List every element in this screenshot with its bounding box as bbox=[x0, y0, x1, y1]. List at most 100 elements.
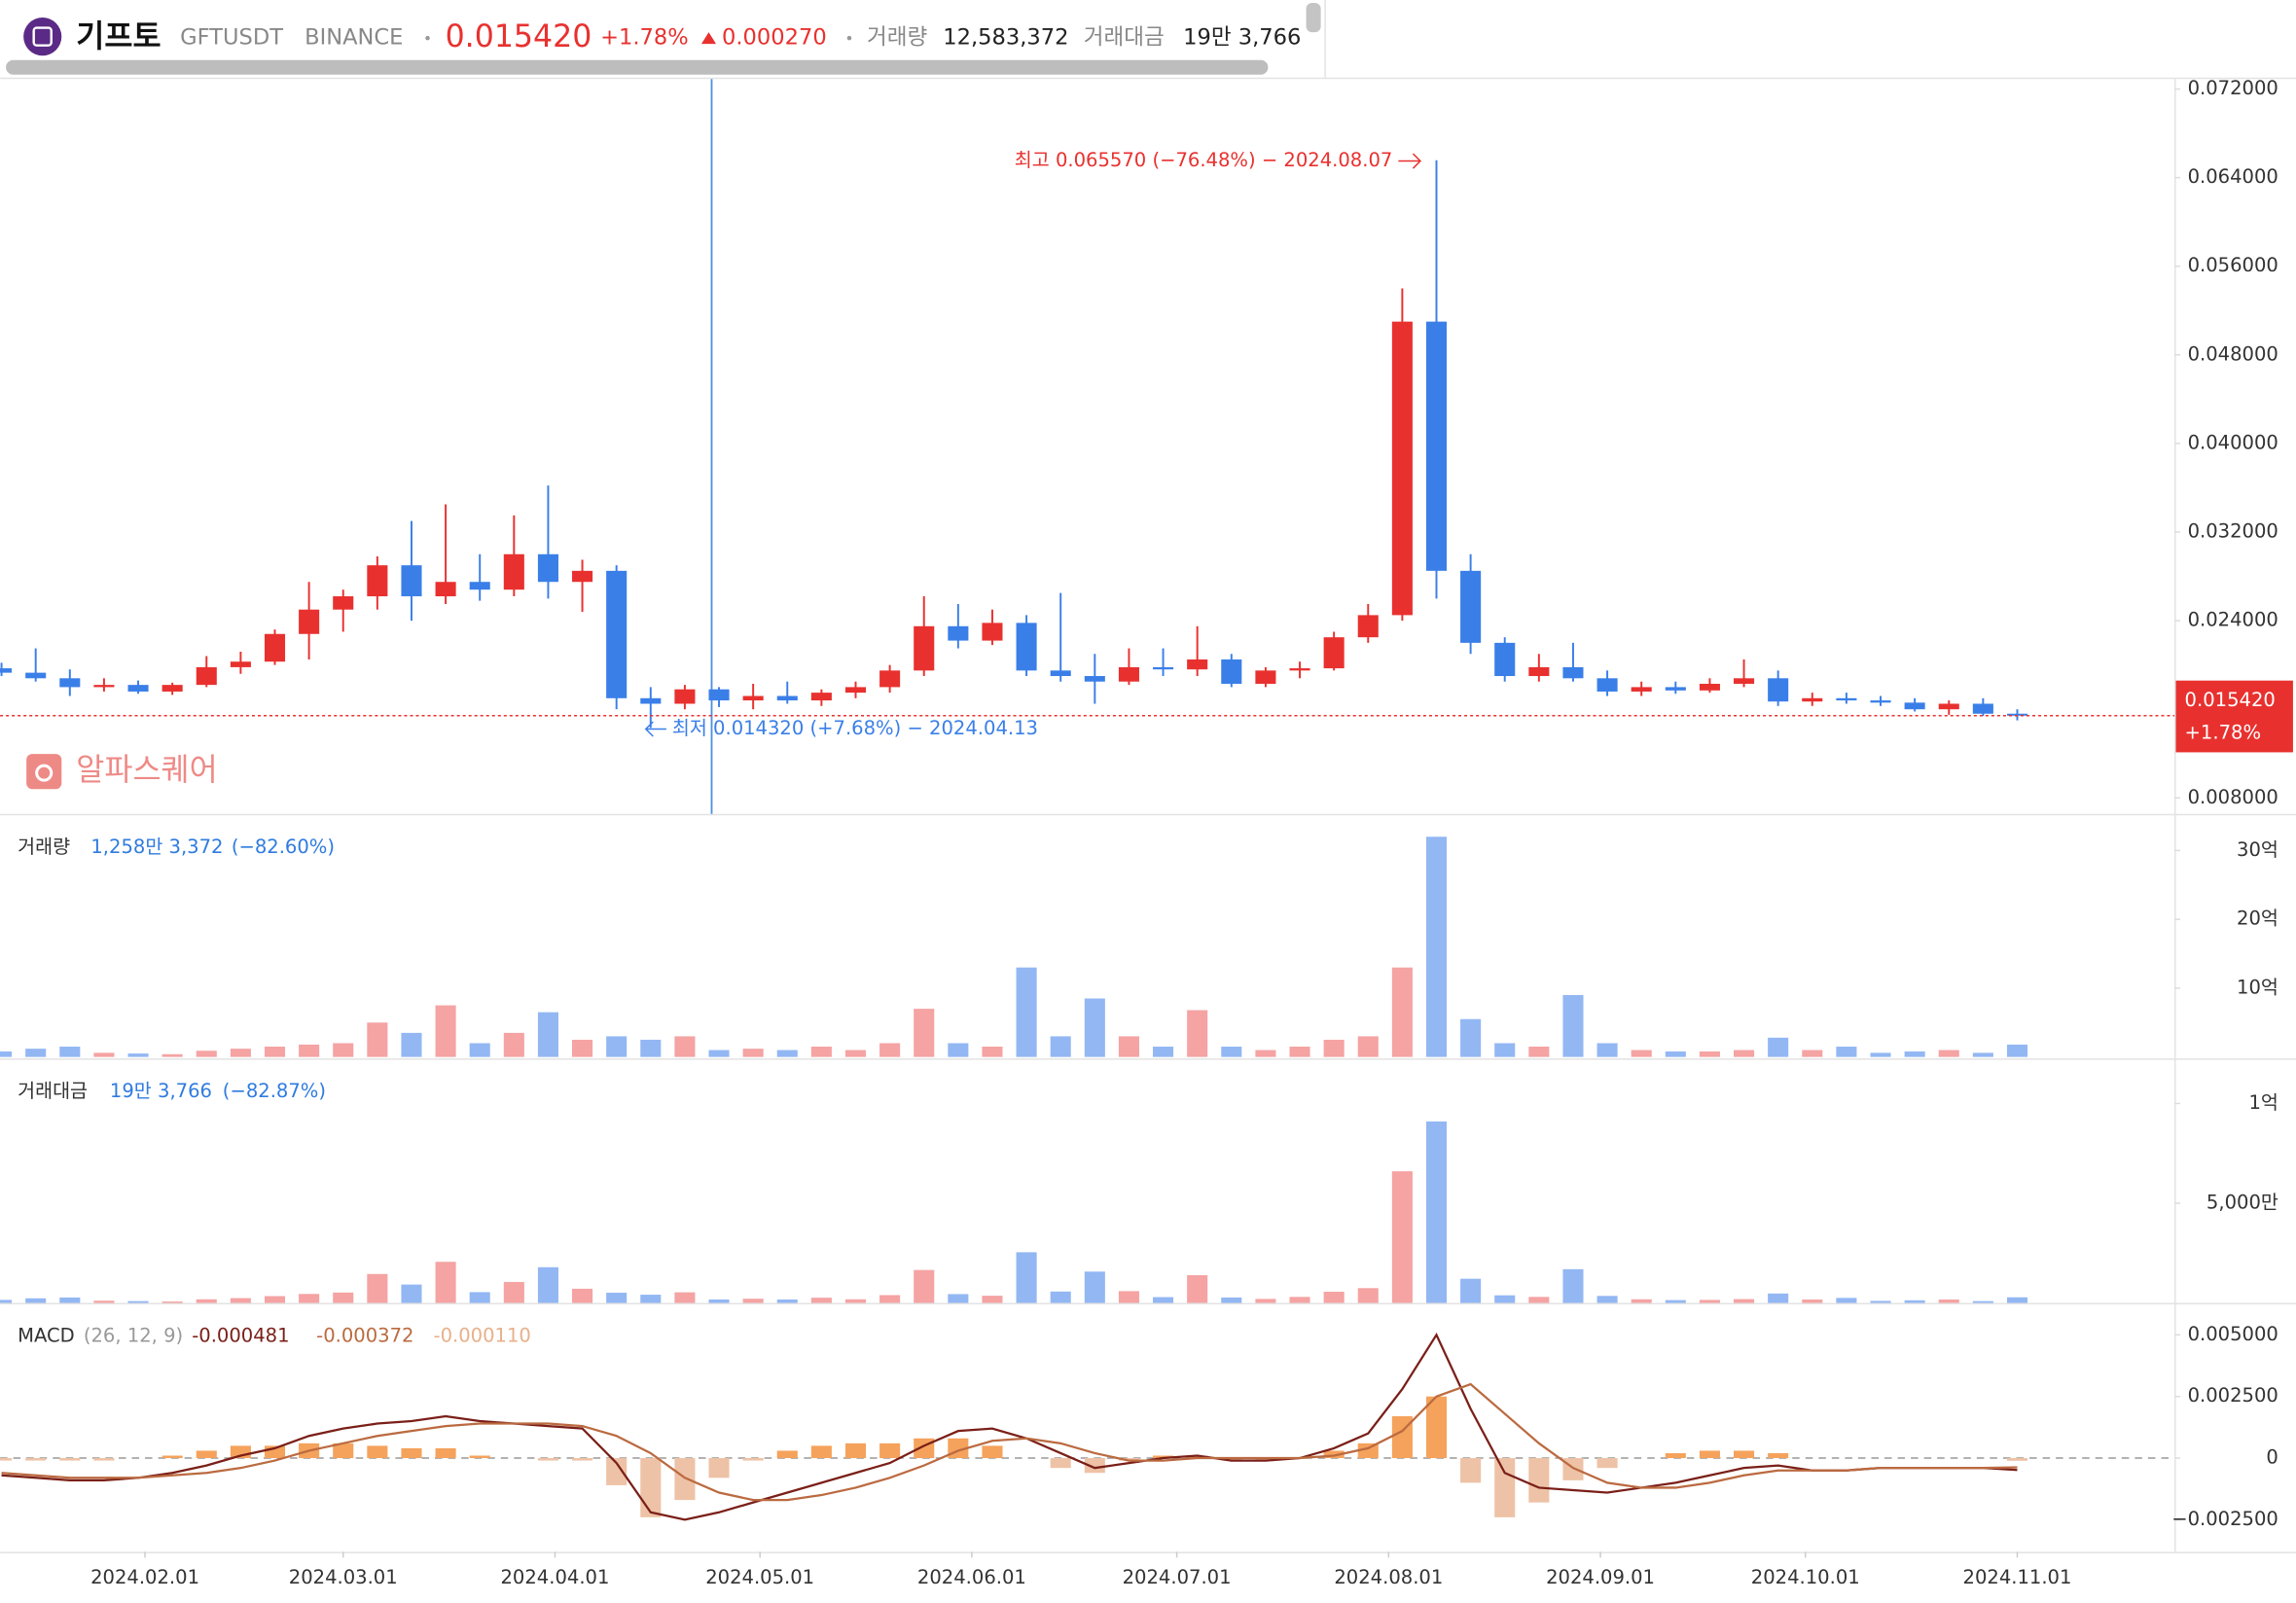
candle-body bbox=[25, 672, 47, 679]
separator-dot bbox=[846, 35, 852, 41]
bar bbox=[93, 1300, 115, 1303]
histogram-bar bbox=[1153, 1455, 1174, 1459]
coin-name: 기프토 bbox=[76, 19, 161, 54]
candle-body bbox=[1084, 676, 1105, 682]
y-tick-label: 10억 bbox=[2237, 976, 2278, 998]
y-tick-label: 0 bbox=[2266, 1446, 2278, 1469]
histogram-bar bbox=[640, 1458, 662, 1517]
y-tick-label: 0.048000 bbox=[2188, 342, 2278, 365]
scrollbar-vertical[interactable] bbox=[1306, 3, 1321, 33]
bar bbox=[708, 1299, 730, 1303]
coin-logo bbox=[23, 18, 62, 56]
candle-body bbox=[367, 565, 388, 597]
bar bbox=[1460, 1278, 1482, 1303]
bar bbox=[1562, 994, 1584, 1057]
histogram-bar bbox=[1425, 1396, 1448, 1459]
bar bbox=[1016, 967, 1037, 1057]
histogram-bar bbox=[161, 1455, 183, 1459]
candle-body bbox=[537, 553, 558, 583]
candle-body bbox=[0, 668, 13, 673]
histogram-bar bbox=[435, 1447, 456, 1459]
bar bbox=[1596, 1296, 1618, 1303]
scrollbar[interactable] bbox=[6, 59, 1269, 75]
bar bbox=[879, 1295, 901, 1303]
bar bbox=[1187, 1274, 1208, 1303]
bar bbox=[879, 1043, 901, 1057]
bar bbox=[1391, 967, 1413, 1057]
bar bbox=[1255, 1299, 1276, 1303]
high-annotation: 최고 0.065570 (−76.48%) − 2024.08.07 bbox=[1015, 149, 1393, 171]
volume-title: 거래량 bbox=[18, 836, 70, 858]
bar bbox=[844, 1050, 867, 1057]
candle-body bbox=[708, 689, 730, 701]
candle-body bbox=[1425, 321, 1448, 571]
y-tick-label: 30억 bbox=[2237, 838, 2278, 861]
histogram-bar bbox=[1665, 1452, 1686, 1459]
candle-body bbox=[1734, 678, 1755, 684]
low-arrow bbox=[644, 721, 666, 737]
bar bbox=[1289, 1297, 1310, 1303]
candle-body bbox=[1187, 659, 1208, 670]
histogram-bar bbox=[333, 1443, 354, 1459]
bar bbox=[1528, 1047, 1550, 1057]
bar bbox=[948, 1043, 969, 1057]
histogram-bar bbox=[606, 1458, 628, 1485]
bar bbox=[59, 1047, 81, 1057]
bar bbox=[469, 1292, 490, 1303]
bar bbox=[401, 1032, 422, 1057]
y-tick-label: 1억 bbox=[2248, 1091, 2278, 1114]
bar bbox=[1084, 1271, 1105, 1303]
bar bbox=[1562, 1268, 1584, 1303]
bar bbox=[1118, 1036, 1139, 1057]
bar bbox=[1323, 1291, 1345, 1303]
candle-body bbox=[435, 582, 456, 597]
macd-value: -0.000481 bbox=[192, 1325, 289, 1347]
histogram-bar bbox=[1221, 1458, 1242, 1461]
bar bbox=[435, 1262, 456, 1303]
high-arrow bbox=[1398, 153, 1421, 169]
last-change-label: +1.78% bbox=[2185, 721, 2261, 743]
bar bbox=[1425, 837, 1448, 1057]
bar bbox=[1460, 1018, 1482, 1057]
bar bbox=[127, 1053, 149, 1057]
bar bbox=[0, 1300, 13, 1303]
histogram-bar bbox=[1528, 1458, 1550, 1503]
bar bbox=[1118, 1291, 1139, 1303]
candle-body bbox=[2006, 713, 2028, 716]
candle-body bbox=[1665, 687, 1686, 691]
macd-params: (26, 12, 9) bbox=[84, 1325, 183, 1347]
candle-body bbox=[742, 695, 764, 701]
histogram-bar bbox=[469, 1455, 490, 1459]
histogram-bar bbox=[1187, 1455, 1208, 1459]
change: 0.000270 bbox=[722, 25, 827, 51]
candle-body bbox=[93, 685, 115, 688]
histogram-bar bbox=[93, 1458, 115, 1461]
symbol: GFTUSDT bbox=[180, 25, 283, 51]
histogram-bar bbox=[59, 1458, 81, 1461]
bar bbox=[1802, 1050, 1823, 1057]
bar bbox=[1938, 1299, 1959, 1303]
histogram-bar bbox=[1562, 1458, 1584, 1480]
histogram-bar bbox=[572, 1458, 593, 1461]
histogram-bar bbox=[1596, 1458, 1618, 1469]
turnover-change: (−82.87%) bbox=[223, 1080, 326, 1102]
up-triangle bbox=[700, 32, 717, 45]
bar bbox=[1836, 1047, 1857, 1057]
bar bbox=[1699, 1300, 1720, 1303]
bar bbox=[1802, 1299, 1823, 1303]
histogram-value: -0.000110 bbox=[434, 1325, 531, 1347]
turnover-label: 거래대금 bbox=[1084, 25, 1165, 51]
candle-body bbox=[230, 661, 251, 667]
bar bbox=[59, 1297, 81, 1303]
bar bbox=[503, 1281, 524, 1303]
bar bbox=[230, 1049, 251, 1057]
x-tick-label: 2024.11.01 bbox=[1963, 1566, 2072, 1588]
histogram-bar bbox=[982, 1445, 1003, 1459]
histogram-bar bbox=[0, 1458, 13, 1461]
candle-body bbox=[948, 625, 969, 641]
bar bbox=[537, 1266, 558, 1303]
candle-body bbox=[196, 666, 217, 686]
histogram-bar bbox=[2006, 1458, 2028, 1461]
y-tick-label: 20억 bbox=[2237, 908, 2278, 930]
bar bbox=[1255, 1050, 1276, 1057]
